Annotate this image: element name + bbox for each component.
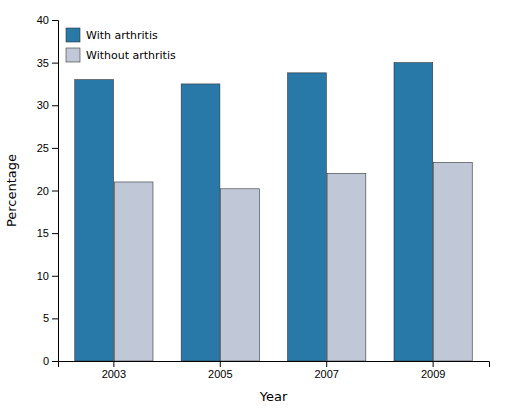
y-tick-label: 25 (37, 142, 49, 154)
y-tick-mark (52, 318, 58, 319)
legend-swatch (66, 48, 80, 62)
bar (181, 84, 220, 361)
bar (288, 73, 327, 361)
x-tick: 2005 (208, 361, 232, 380)
y-tick-label: 20 (37, 185, 49, 197)
y-tick: 25 (37, 142, 58, 154)
bar (114, 182, 153, 361)
y-tick-mark (52, 63, 58, 64)
y-tick: 10 (37, 270, 58, 282)
y-tick-label: 5 (43, 312, 49, 324)
x-tick-mark (113, 361, 114, 367)
legend-label: Without arthritis (86, 49, 176, 62)
y-tick-mark (52, 233, 58, 234)
x-tick: 2003 (102, 361, 126, 380)
y-tick-mark (52, 148, 58, 149)
y-tick: 35 (37, 57, 58, 69)
y-tick: 15 (37, 227, 58, 239)
y-tick-label: 30 (37, 99, 49, 111)
bar (75, 80, 114, 361)
y-tick-label: 0 (43, 355, 49, 367)
x-axis-title: Year (259, 389, 288, 404)
x-tick: 2007 (314, 361, 338, 380)
legend-swatch (66, 28, 80, 42)
x-tick-label: 2005 (208, 368, 232, 380)
bar (221, 189, 260, 361)
x-tick-label: 2009 (421, 368, 445, 380)
y-axis: 0 5 10 15 20 25 30 35 40 (37, 14, 59, 367)
bar-series (75, 63, 433, 361)
legend-label: With arthritis (86, 29, 158, 42)
y-tick: 20 (37, 185, 58, 197)
bar (394, 63, 433, 361)
y-tick-label: 10 (37, 270, 49, 282)
x-axis: 2003 2005 2007 2009 (59, 361, 490, 380)
x-tick-mark (220, 361, 221, 367)
x-tick-label: 2007 (314, 368, 338, 380)
y-axis-line (52, 21, 59, 362)
y-tick-label: 35 (37, 57, 49, 69)
bars (75, 63, 472, 361)
bar (327, 173, 366, 361)
chart: 2003 2005 2007 2009 0 5 10 15 20 25 30 35 40 With art… (0, 0, 509, 413)
x-tick-mark (326, 361, 327, 367)
y-tick-mark (52, 105, 58, 106)
x-tick-mark (433, 361, 434, 367)
y-axis-title: Percentage (4, 154, 19, 227)
legend-item: With arthritis (66, 28, 158, 42)
y-tick-mark (52, 191, 58, 192)
y-tick-mark (52, 20, 58, 21)
bar-series (114, 162, 472, 361)
y-tick: 5 (43, 312, 58, 324)
y-tick-mark (52, 276, 58, 277)
x-tick-label: 2003 (102, 368, 126, 380)
legend: With arthritis Without arthritis (66, 28, 176, 62)
y-tick-mark (52, 361, 58, 362)
y-tick: 0 (43, 355, 58, 367)
y-tick: 40 (37, 14, 58, 26)
y-tick-label: 15 (37, 227, 49, 239)
x-tick: 2009 (421, 361, 445, 380)
y-tick-label: 40 (37, 14, 49, 26)
bar (434, 162, 473, 361)
y-tick: 30 (37, 99, 58, 111)
legend-item: Without arthritis (66, 48, 176, 62)
plot: 2003 2005 2007 2009 0 5 10 15 20 25 30 35 40 With art… (37, 14, 490, 380)
x-axis-line (59, 362, 490, 368)
